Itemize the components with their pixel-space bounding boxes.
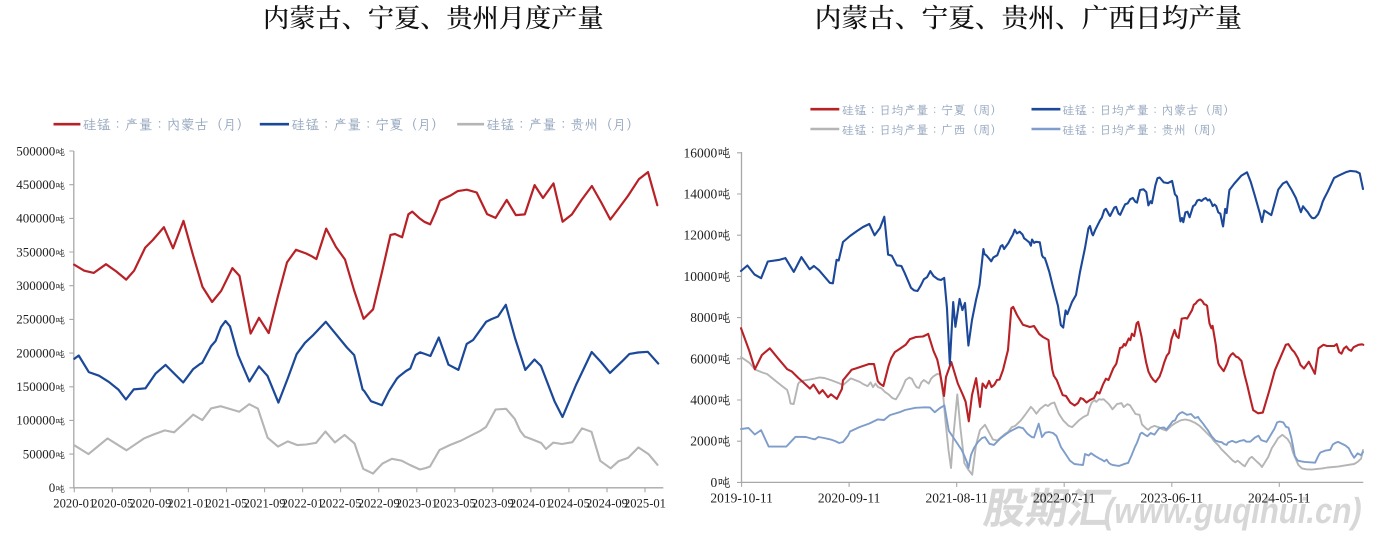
svg-text:2022-01: 2022-01 <box>282 497 324 511</box>
svg-text:12000: 12000 <box>683 228 717 243</box>
svg-text:(www.guqihui.cn): (www.guqihui.cn) <box>1101 490 1366 531</box>
svg-text:10000: 10000 <box>683 269 717 284</box>
svg-text:2021-05: 2021-05 <box>206 497 248 511</box>
svg-text:16000: 16000 <box>683 145 717 160</box>
svg-text:2022-07-11: 2022-07-11 <box>1033 490 1096 505</box>
svg-text:2022-05: 2022-05 <box>320 497 362 511</box>
svg-text:250000: 250000 <box>16 312 55 327</box>
svg-text:350000: 350000 <box>16 244 55 259</box>
svg-text:2024-01: 2024-01 <box>510 497 552 511</box>
svg-text:2022-09: 2022-09 <box>358 497 400 511</box>
svg-text:2020-01: 2020-01 <box>53 497 95 511</box>
svg-text:8000: 8000 <box>690 310 717 325</box>
svg-text:2023-05: 2023-05 <box>434 497 476 511</box>
svg-text:500000: 500000 <box>16 143 55 158</box>
svg-text:150000: 150000 <box>16 379 55 394</box>
svg-text:300000: 300000 <box>16 278 55 293</box>
svg-text:2024-05: 2024-05 <box>548 497 590 511</box>
svg-text:2020-09: 2020-09 <box>129 497 171 511</box>
svg-text:2019-10-11: 2019-10-11 <box>710 490 773 505</box>
svg-text:2024-05-11: 2024-05-11 <box>1248 490 1311 505</box>
svg-text:6000: 6000 <box>690 351 717 366</box>
svg-text:2020-05: 2020-05 <box>91 497 133 511</box>
svg-text:2023-06-11: 2023-06-11 <box>1141 490 1204 505</box>
svg-text:14000: 14000 <box>683 187 717 202</box>
svg-text:2021-01: 2021-01 <box>167 497 209 511</box>
svg-text:4000: 4000 <box>690 393 717 408</box>
svg-text:400000: 400000 <box>16 211 55 226</box>
svg-text:50000: 50000 <box>23 446 56 461</box>
svg-text:2021-08-11: 2021-08-11 <box>925 490 988 505</box>
svg-text:2000: 2000 <box>690 434 717 449</box>
svg-text:450000: 450000 <box>16 177 55 192</box>
svg-text:100000: 100000 <box>16 413 55 428</box>
svg-text:2020-09-11: 2020-09-11 <box>818 490 881 505</box>
svg-text:2025-01: 2025-01 <box>624 497 666 511</box>
svg-text:2024-09: 2024-09 <box>586 497 628 511</box>
svg-text:200000: 200000 <box>16 345 55 360</box>
svg-text:0: 0 <box>710 475 717 490</box>
svg-text:0: 0 <box>49 480 56 495</box>
svg-text:2023-09: 2023-09 <box>472 497 514 511</box>
svg-text:2023-01: 2023-01 <box>396 497 438 511</box>
svg-text:2021-09: 2021-09 <box>244 497 286 511</box>
